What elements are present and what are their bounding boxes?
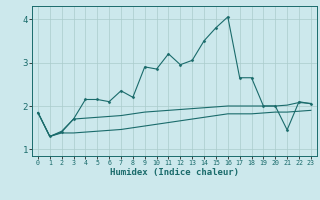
X-axis label: Humidex (Indice chaleur): Humidex (Indice chaleur) bbox=[110, 168, 239, 177]
